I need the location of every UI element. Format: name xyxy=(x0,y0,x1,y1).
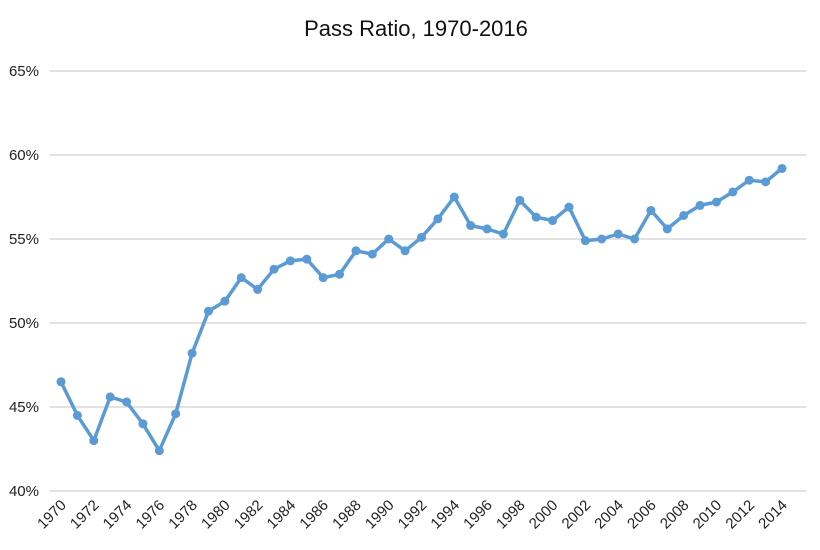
x-tick-label: 2002 xyxy=(559,497,595,533)
y-tick-label: 55% xyxy=(9,231,39,248)
data-point xyxy=(564,202,574,212)
data-point xyxy=(285,256,295,266)
data-point xyxy=(384,234,394,244)
y-axis-tick-labels: 40% 45% 50% 55% 60% 65% xyxy=(9,63,39,500)
data-point xyxy=(548,216,558,226)
data-point xyxy=(171,409,181,419)
data-point xyxy=(580,236,590,246)
y-tick-label: 65% xyxy=(9,63,39,80)
series-line xyxy=(59,166,784,453)
data-point xyxy=(777,163,787,173)
data-point xyxy=(417,232,426,242)
x-tick-label: 1998 xyxy=(493,497,529,533)
data-point xyxy=(253,284,263,294)
data-point xyxy=(122,397,132,407)
data-point xyxy=(711,197,721,207)
data-point xyxy=(613,229,623,239)
data-point xyxy=(433,214,443,224)
data-point xyxy=(515,195,525,205)
x-tick-label: 1984 xyxy=(264,497,300,533)
data-point xyxy=(318,273,328,283)
data-point xyxy=(744,175,754,185)
data-point xyxy=(220,296,230,306)
x-axis-tick-labels: 1970197219741976197819801982198419861988… xyxy=(34,497,791,533)
x-tick-label: 1972 xyxy=(67,497,103,533)
data-point xyxy=(269,264,279,274)
series-layer xyxy=(56,163,787,456)
x-tick-label: 1982 xyxy=(231,497,267,533)
data-point xyxy=(482,224,492,234)
data-point xyxy=(662,224,672,234)
x-tick-label: 1994 xyxy=(427,497,463,533)
data-point xyxy=(302,254,312,264)
data-point xyxy=(335,269,345,279)
data-point xyxy=(466,221,476,231)
x-tick-label: 1986 xyxy=(296,497,332,533)
data-point xyxy=(449,192,459,202)
data-point xyxy=(56,377,66,387)
chart-title: Pass Ratio, 1970-2016 xyxy=(304,16,528,41)
x-tick-label: 1990 xyxy=(362,497,398,533)
y-tick-label: 45% xyxy=(9,399,39,416)
data-point xyxy=(105,392,115,402)
data-point xyxy=(367,249,377,259)
x-tick-label: 2010 xyxy=(690,497,726,533)
data-point xyxy=(203,306,213,316)
x-tick-label: 1996 xyxy=(460,497,496,533)
data-point xyxy=(89,436,99,446)
data-point xyxy=(400,246,410,256)
x-tick-label: 1970 xyxy=(34,497,70,533)
x-tick-label: 1988 xyxy=(329,497,365,533)
data-point xyxy=(646,205,656,215)
data-point xyxy=(597,234,607,244)
grid-lines xyxy=(50,70,806,492)
y-tick-label: 60% xyxy=(9,147,39,164)
x-tick-label: 2014 xyxy=(755,497,791,533)
data-point xyxy=(531,212,541,222)
x-tick-label: 1978 xyxy=(165,497,201,533)
data-point xyxy=(154,446,164,456)
data-point xyxy=(498,229,508,239)
y-tick-label: 50% xyxy=(9,315,39,332)
x-tick-label: 2008 xyxy=(657,497,693,533)
x-tick-label: 1992 xyxy=(395,497,431,533)
data-point xyxy=(72,410,82,420)
y-tick-label: 40% xyxy=(9,483,39,500)
data-point xyxy=(138,419,148,429)
x-tick-label: 2012 xyxy=(722,497,758,533)
data-point xyxy=(761,177,771,187)
data-point xyxy=(351,246,361,256)
data-point xyxy=(236,273,246,283)
data-point xyxy=(728,187,738,197)
data-point xyxy=(630,234,640,244)
data-point xyxy=(695,200,705,210)
x-tick-label: 2006 xyxy=(624,497,660,533)
data-point xyxy=(679,210,689,220)
x-tick-label: 1980 xyxy=(198,497,234,533)
data-point xyxy=(187,348,197,358)
x-tick-label: 2004 xyxy=(591,497,627,533)
x-tick-label: 1976 xyxy=(133,497,169,533)
x-tick-label: 2000 xyxy=(526,497,562,533)
x-tick-label: 1974 xyxy=(100,497,136,533)
